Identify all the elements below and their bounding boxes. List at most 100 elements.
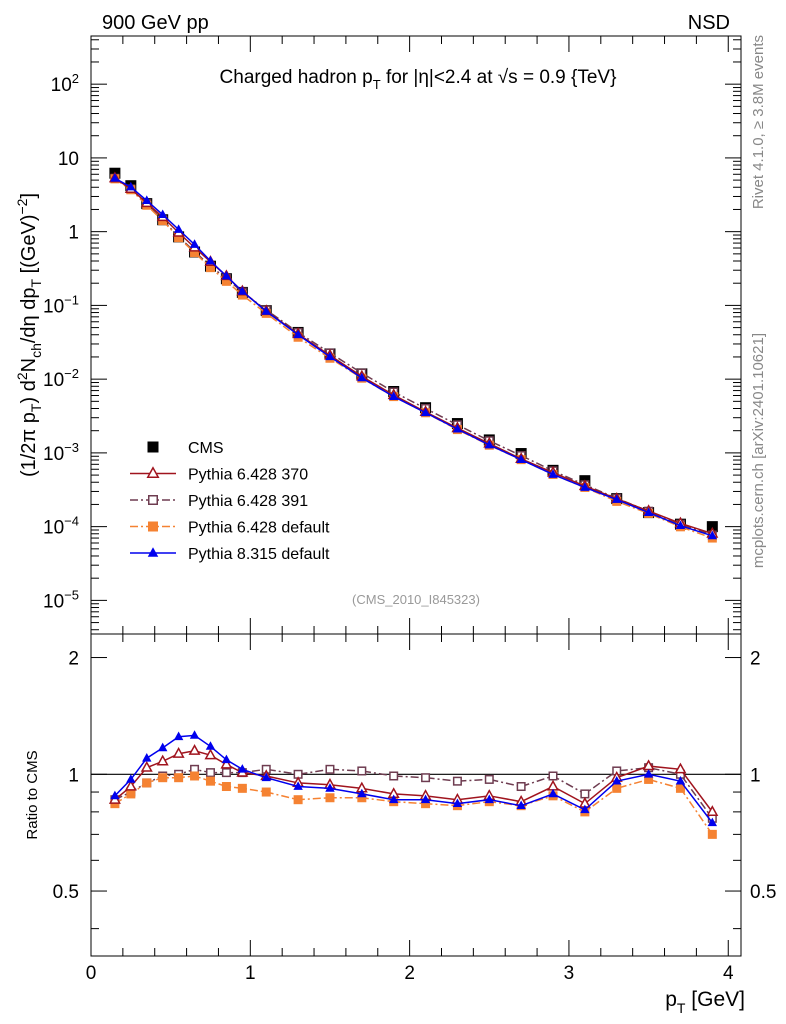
ratio-point-py8_default bbox=[388, 794, 399, 804]
x-tick-label: 4 bbox=[723, 963, 734, 984]
point-py8_default bbox=[516, 454, 526, 464]
ratio-point-py6_default bbox=[707, 829, 717, 839]
x-tick-label: 2 bbox=[404, 963, 415, 984]
legend-label: Pythia 8.315 default bbox=[188, 546, 330, 563]
ratio-point-py6_default bbox=[357, 793, 367, 803]
legend-label: Pythia 6.428 391 bbox=[188, 493, 308, 510]
ratio-y-tick-label-left: 2 bbox=[68, 649, 79, 670]
ratio-y-tick-label-left: 1 bbox=[68, 765, 79, 786]
ratio-line-py6_default bbox=[114, 775, 713, 835]
x-tick-label: 3 bbox=[564, 963, 575, 984]
point-py8_default bbox=[707, 530, 718, 540]
ratio-point-py6_370 bbox=[124, 779, 137, 791]
ratio-point-py8_default bbox=[126, 774, 136, 783]
ratio-point-py6_default bbox=[421, 799, 431, 809]
ratio-point-py6_391 bbox=[325, 764, 335, 774]
ratio-point-py8_default bbox=[516, 800, 526, 810]
point-py8_default bbox=[388, 391, 399, 400]
ratio-y-tick-label-left: 0.5 bbox=[53, 882, 79, 903]
legend-marker bbox=[148, 495, 158, 505]
legend-label: CMS bbox=[188, 440, 224, 457]
ratio-point-py6_391 bbox=[548, 771, 558, 781]
ratio-point-py6_391 bbox=[389, 771, 399, 781]
series-py6_default bbox=[110, 174, 717, 543]
x-tick-label: 1 bbox=[245, 963, 256, 984]
ratio-panel: 0.5 0.5 1 1 2 2 0 1 2 3 4 bbox=[53, 633, 776, 984]
point-py8_default bbox=[126, 181, 136, 191]
legend-marker bbox=[148, 521, 158, 532]
point-py8_default bbox=[110, 173, 120, 182]
main-panel: 10−5 10−4 10−3 10−2 10−1 1 10 102 Charged hadro… bbox=[43, 35, 742, 635]
ratio-point-py6_default bbox=[237, 783, 247, 793]
point-py8_default bbox=[293, 329, 303, 339]
point-py8_default bbox=[643, 507, 654, 516]
ratio-point-py6_default bbox=[205, 776, 215, 786]
point-py8_default bbox=[142, 195, 152, 204]
legend-entry-py6_391: Pythia 6.428 391 bbox=[130, 493, 308, 510]
ratio-point-py6_391 bbox=[516, 782, 526, 792]
series-line-py6_default bbox=[114, 178, 713, 539]
point-py6_default bbox=[221, 276, 231, 286]
legend-marker bbox=[147, 441, 159, 453]
ratio-point-py6_370 bbox=[204, 748, 217, 760]
ratio-point-py8_default bbox=[357, 788, 367, 798]
main-axis-ticks: 10−5 10−4 10−3 10−2 10−1 1 10 102 bbox=[43, 36, 741, 634]
ratio-point-py8_default bbox=[452, 798, 463, 808]
ratio-point-py6_default bbox=[174, 773, 184, 783]
source-text: mcplots.cern.ch [arXiv:2401.10621] bbox=[750, 333, 767, 568]
point-py8_default bbox=[205, 255, 216, 265]
point-py8_default bbox=[612, 494, 622, 503]
ratio-point-py6_370 bbox=[674, 762, 687, 774]
series-line-py8_default bbox=[114, 177, 713, 537]
ratio-point-py8_default bbox=[173, 731, 184, 741]
y-tick-label: 10−4 bbox=[43, 514, 79, 539]
y-tick-label: 10−2 bbox=[43, 366, 79, 391]
legend-marker bbox=[147, 547, 159, 557]
point-py8_default bbox=[357, 372, 367, 382]
ratio-series-py6_default bbox=[110, 771, 717, 839]
ratio-point-py6_370 bbox=[156, 754, 169, 766]
legend-entry-cms: CMS bbox=[147, 440, 224, 457]
point-py8_default bbox=[325, 351, 335, 361]
ratio-point-py8_default bbox=[580, 804, 590, 814]
main-title: Charged hadron pT for |η|<2.4 at √s = 0.… bbox=[220, 67, 617, 92]
ratio-point-py8_default bbox=[293, 781, 303, 790]
point-py8_default bbox=[157, 209, 168, 219]
point-py8_default bbox=[548, 469, 558, 478]
legend-label: Pythia 6.428 default bbox=[188, 520, 330, 537]
main-frame bbox=[90, 35, 742, 635]
ratio-point-py8_default bbox=[325, 783, 335, 792]
point-py8_default bbox=[261, 306, 271, 315]
ratio-point-py6_370 bbox=[172, 746, 185, 758]
ratio-point-py8_default bbox=[237, 764, 248, 773]
point-py8_default bbox=[452, 423, 463, 433]
ratio-point-py8_default bbox=[707, 817, 718, 827]
ratio-point-py6_default bbox=[325, 793, 335, 803]
ratio-frame bbox=[90, 633, 742, 957]
point-py8_default bbox=[221, 270, 232, 280]
ratio-point-py6_default bbox=[126, 789, 136, 799]
ratio-series bbox=[108, 730, 719, 839]
ratio-point-py6_default bbox=[261, 787, 271, 797]
series-py8_default bbox=[110, 173, 718, 540]
ratio-series-py6_391 bbox=[110, 763, 717, 823]
ratio-point-py6_391 bbox=[484, 774, 494, 784]
ratio-axis-ticks: 0.5 0.5 1 1 2 2 0 1 2 3 4 bbox=[53, 634, 776, 984]
point-py8_default bbox=[484, 439, 495, 449]
ratio-y-tick-label-right: 2 bbox=[750, 649, 761, 670]
ratio-point-py8_default bbox=[548, 788, 558, 798]
analysis-tag: (CMS_2010_I845323) bbox=[352, 592, 480, 607]
main-y-axis-label: (1/2π pT) d2Nch/dη dpT [(GeV)−2] bbox=[14, 193, 44, 477]
ratio-point-py8_default bbox=[612, 775, 622, 785]
ratio-point-py6_370 bbox=[706, 805, 719, 817]
point-py8_default bbox=[675, 520, 686, 530]
legend-entry-py6_370: Pythia 6.428 370 bbox=[130, 466, 308, 484]
ratio-point-py8_default bbox=[157, 742, 168, 752]
ratio-y-tick-label-right: 1 bbox=[750, 765, 761, 786]
legend-entry-py8_default: Pythia 8.315 default bbox=[130, 546, 330, 563]
ratio-point-py6_370 bbox=[188, 744, 201, 755]
ratio-point-py8_default bbox=[221, 754, 232, 764]
ratio-point-py6_default bbox=[221, 782, 231, 792]
ratio-point-py8_default bbox=[205, 741, 216, 750]
